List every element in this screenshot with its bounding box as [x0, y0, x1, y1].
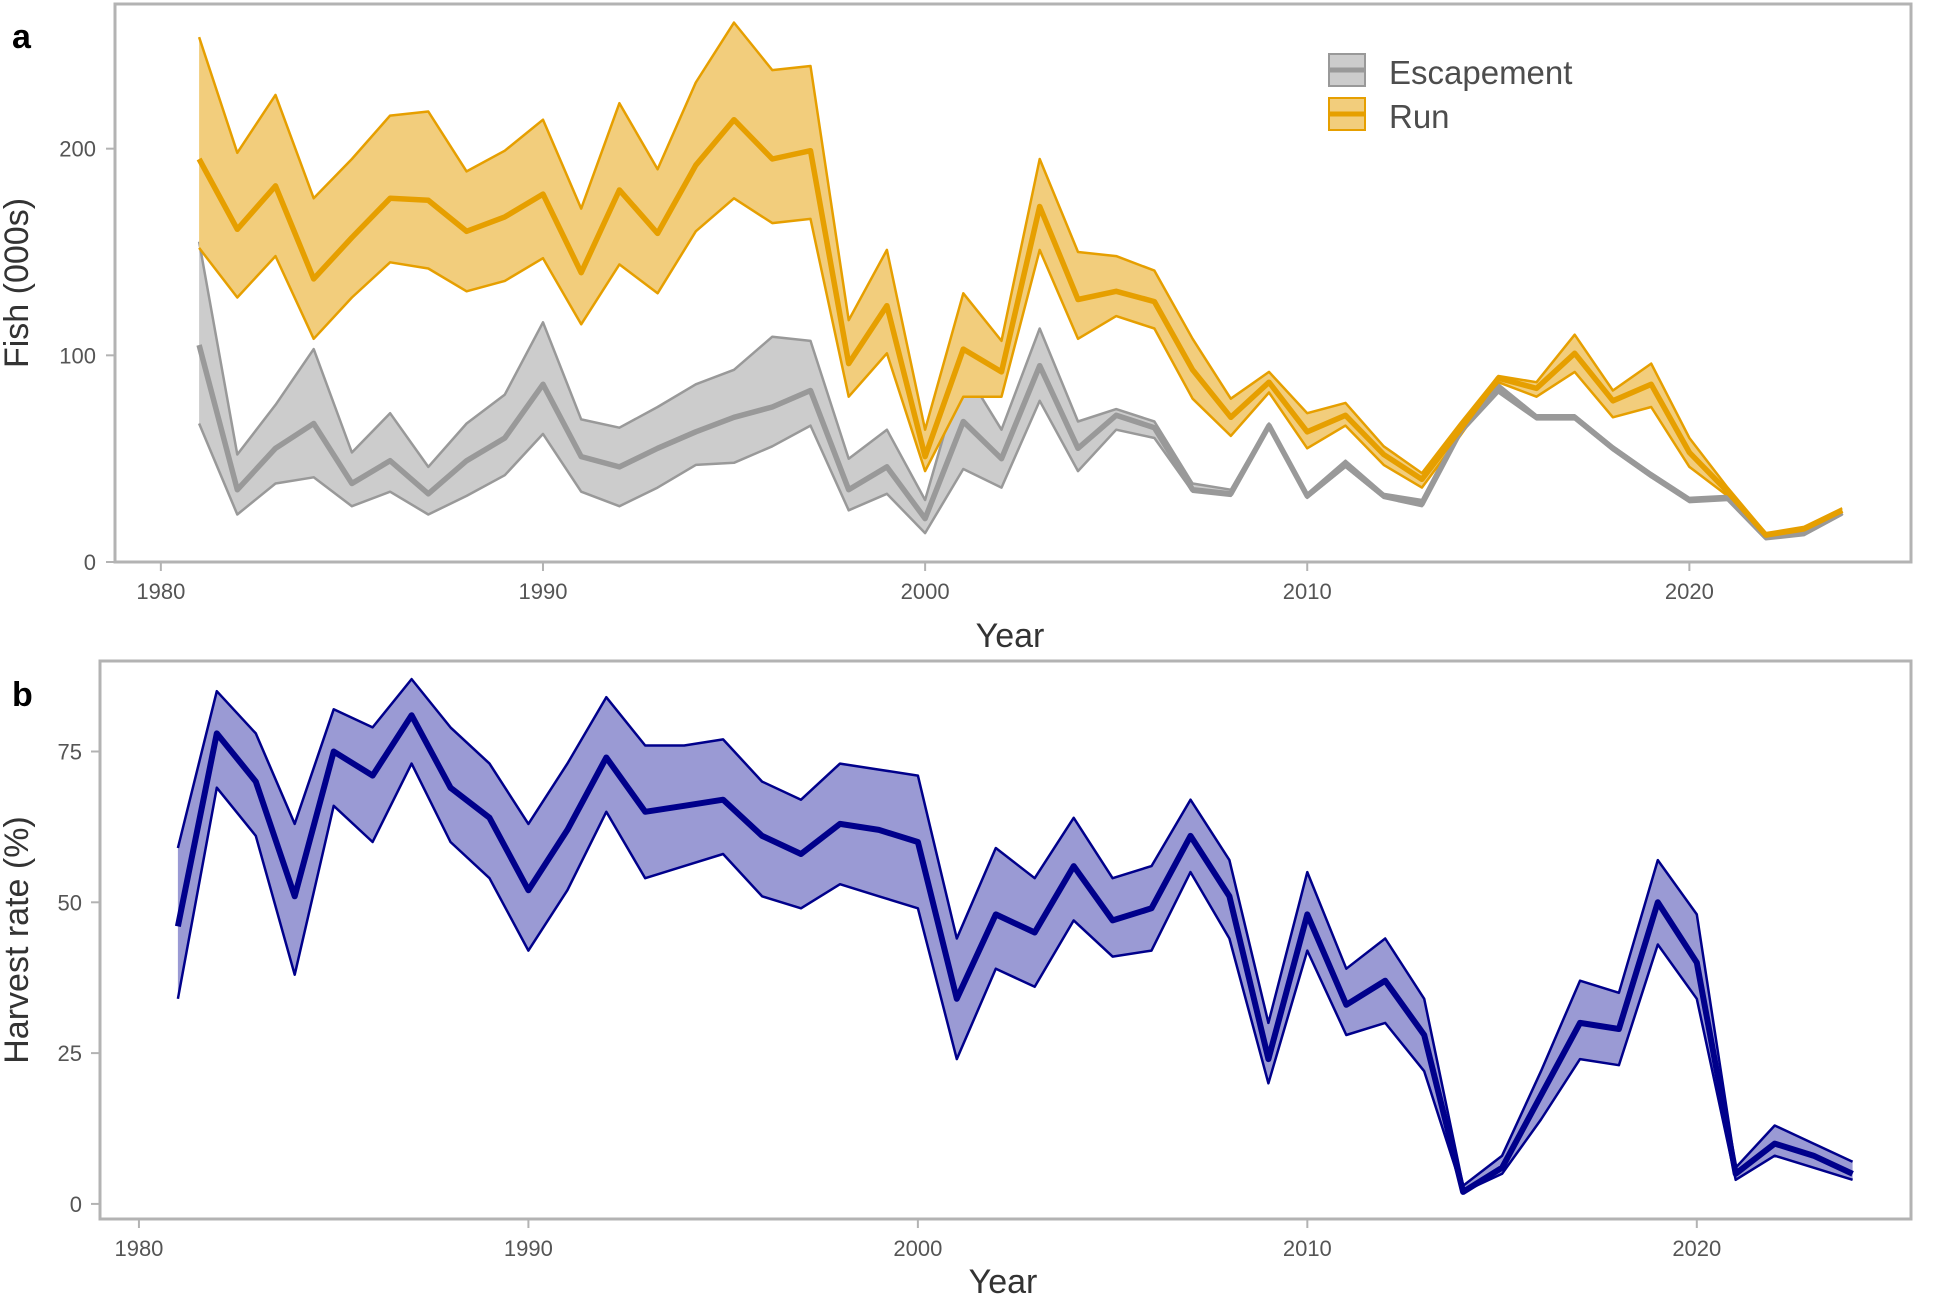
panel-b-y-axis-title: Harvest rate (%) — [0, 816, 36, 1064]
panel-a-y-tick-label-1: 100 — [59, 343, 96, 368]
panel-a-x-tick-label-3: 2010 — [1283, 579, 1332, 604]
panel-a-letter: a — [12, 18, 32, 56]
panel-b-x-tick-label-4: 2020 — [1672, 1236, 1721, 1261]
run-estimate-line — [196, 116, 1844, 538]
panel-b-x-tick-label-1: 1990 — [504, 1236, 553, 1261]
panel-b-series-layer — [174, 677, 1854, 1195]
panel-b-x-tick-label-0: 1980 — [114, 1236, 163, 1261]
harvest-rate-upper-bound-line — [176, 677, 1854, 1188]
run-upper-bound-line — [197, 21, 1843, 535]
panel-b-x-axis-title: Year — [969, 1263, 1038, 1300]
harvest-rate-lower-bound-line — [176, 762, 1853, 1194]
legend-run-label: Run — [1389, 98, 1450, 135]
panel-b-y-ticks: 0 25 50 75 — [58, 739, 100, 1217]
panel-a-y-tick-label-2: 200 — [59, 137, 96, 162]
panel-b-x-tick-label-3: 2010 — [1283, 1236, 1332, 1261]
panel-a-y-ticks: 0 100 200 — [59, 137, 115, 575]
legend-run-swatch-border — [1328, 97, 1366, 131]
panel-a-lines — [196, 116, 1844, 540]
panel-b-x-ticks: 1980 1990 2000 2010 2020 — [114, 1219, 1721, 1261]
panel-b-lines — [174, 712, 1854, 1195]
panel-a-x-tick-label-4: 2020 — [1665, 579, 1714, 604]
panel-a-x-tick-label-0: 1980 — [136, 579, 185, 604]
panel-a-series-layer — [196, 21, 1844, 541]
legend-escapement-label: Escapement — [1389, 54, 1572, 91]
panel-b-x-tick-label-2: 2000 — [893, 1236, 942, 1261]
panel-a-plot-frame — [113, 2, 1913, 564]
harvest-rate-estimate-line — [174, 712, 1854, 1195]
panel-b-y-tick-label-0: 0 — [70, 1192, 82, 1217]
escapement-estimate-line — [196, 344, 1844, 540]
panel-b-y-tick-label-2: 50 — [58, 890, 82, 915]
panel-b-plot-frame — [98, 659, 1913, 1221]
panel-a-y-tick-label-0: 0 — [84, 550, 96, 575]
panel-a-y-axis-title: Fish (000s) — [0, 198, 36, 368]
panel-b-y-tick-label-1: 25 — [58, 1041, 82, 1066]
panel-a-x-tick-label-2: 2000 — [901, 579, 950, 604]
panel-a-x-tick-label-1: 1990 — [519, 579, 568, 604]
harvest-rate-ci-band — [177, 679, 1853, 1192]
panel-b-y-tick-label-3: 75 — [58, 739, 82, 764]
run-lower-bound-line — [198, 197, 1843, 539]
panel-a-x-axis-title: Year — [976, 617, 1045, 655]
panel-b-letter: b — [12, 676, 33, 714]
legend-escapement-swatch-border — [1328, 53, 1366, 87]
panel-a-x-ticks: 1980 1990 2000 2010 2020 — [136, 562, 1714, 604]
panel-a-legend: Escapement Run — [1328, 53, 1572, 135]
panel-a: a 0 100 200 1980 1990 2000 2010 2020 Year Fish… — [0, 2, 1913, 655]
panel-b-bands — [176, 677, 1854, 1194]
panel-b: b 0 25 50 75 1980 1990 2000 2010 2020 Year Harv… — [0, 659, 1913, 1300]
